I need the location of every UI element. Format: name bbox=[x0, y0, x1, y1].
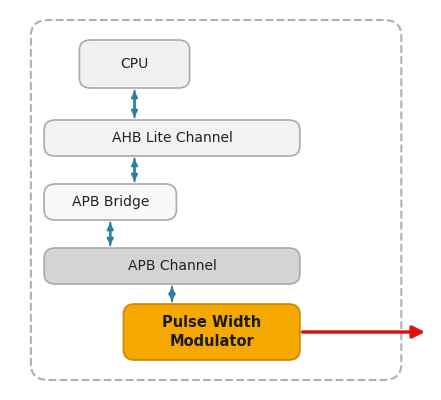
FancyBboxPatch shape bbox=[79, 40, 190, 88]
FancyBboxPatch shape bbox=[44, 248, 300, 284]
FancyBboxPatch shape bbox=[31, 20, 401, 380]
Text: APB Bridge: APB Bridge bbox=[71, 195, 149, 209]
Text: CPU: CPU bbox=[120, 57, 149, 71]
Text: APB Channel: APB Channel bbox=[127, 259, 217, 273]
Text: Pulse Width
Modulator: Pulse Width Modulator bbox=[162, 314, 262, 350]
FancyBboxPatch shape bbox=[123, 304, 300, 360]
Text: AHB Lite Channel: AHB Lite Channel bbox=[112, 131, 232, 145]
FancyBboxPatch shape bbox=[44, 184, 176, 220]
FancyBboxPatch shape bbox=[44, 120, 300, 156]
